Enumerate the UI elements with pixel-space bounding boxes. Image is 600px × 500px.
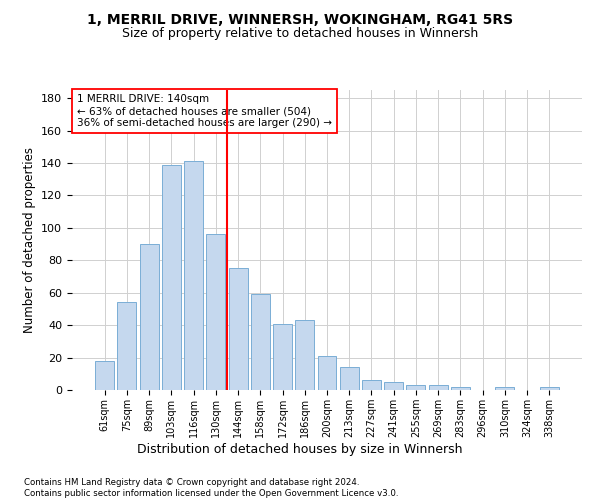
Bar [118, 302, 136, 390]
Text: 1 MERRIL DRIVE: 140sqm
← 63% of detached houses are smaller (504)
36% of semi-de: 1 MERRIL DRIVE: 140sqm ← 63% of detached… [77, 94, 332, 128]
Bar [540, 387, 559, 390]
Text: Distribution of detached houses by size in Winnersh: Distribution of detached houses by size … [137, 442, 463, 456]
Bar [184, 162, 203, 390]
Bar [429, 385, 448, 390]
Bar [206, 234, 225, 390]
Bar [229, 268, 248, 390]
Bar [162, 164, 181, 390]
Bar [295, 320, 314, 390]
Text: Size of property relative to detached houses in Winnersh: Size of property relative to detached ho… [122, 28, 478, 40]
Bar [251, 294, 270, 390]
Bar [340, 368, 359, 390]
Bar [496, 387, 514, 390]
Bar [362, 380, 381, 390]
Bar [317, 356, 337, 390]
Y-axis label: Number of detached properties: Number of detached properties [23, 147, 35, 333]
Text: 1, MERRIL DRIVE, WINNERSH, WOKINGHAM, RG41 5RS: 1, MERRIL DRIVE, WINNERSH, WOKINGHAM, RG… [87, 12, 513, 26]
Text: Contains HM Land Registry data © Crown copyright and database right 2024.
Contai: Contains HM Land Registry data © Crown c… [24, 478, 398, 498]
Bar [451, 387, 470, 390]
Bar [384, 382, 403, 390]
Bar [273, 324, 292, 390]
Bar [95, 361, 114, 390]
Bar [140, 244, 158, 390]
Bar [406, 385, 425, 390]
